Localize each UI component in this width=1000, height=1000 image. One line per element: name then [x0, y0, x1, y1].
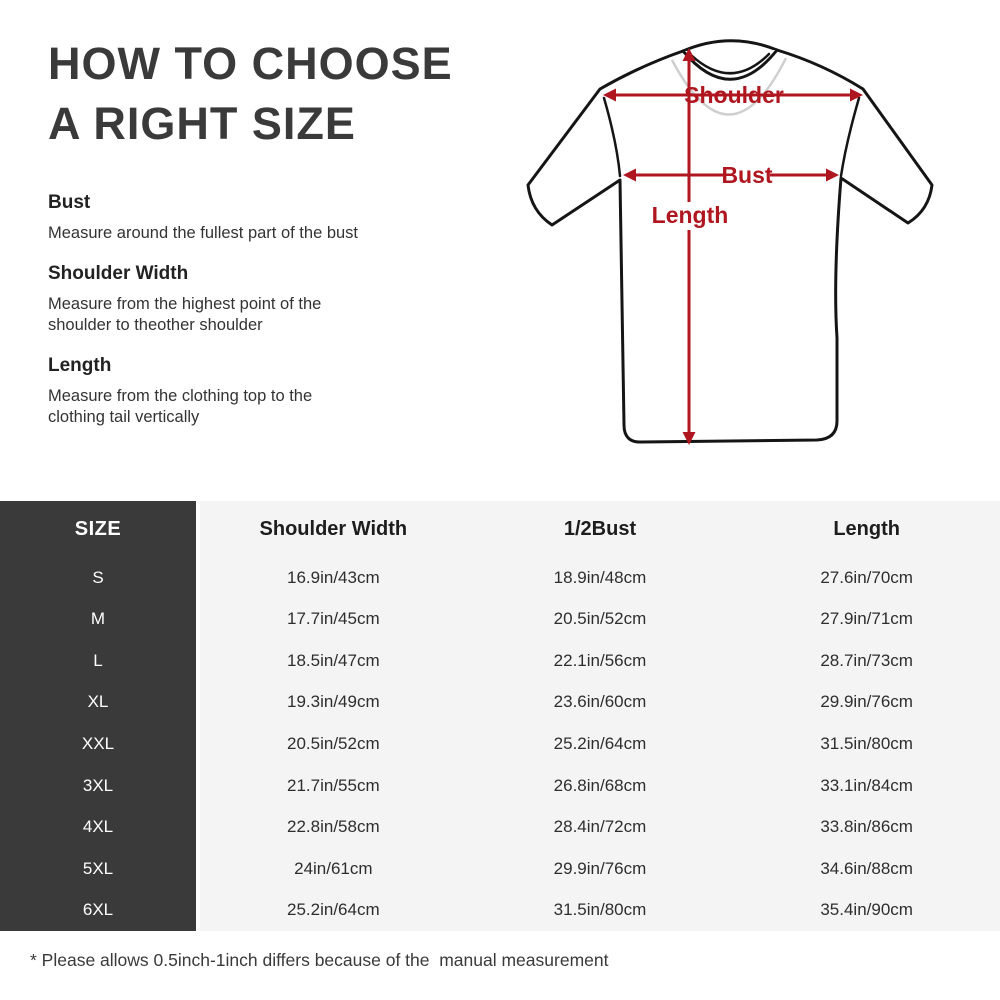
length-label: Length [652, 202, 729, 228]
size-cell: 6XL [82, 900, 114, 920]
table-cell: 22.8in/58cm [287, 817, 380, 837]
table-cell: 31.5in/80cm [820, 733, 913, 753]
table-cell: 16.9in/43cm [287, 567, 380, 587]
table-cell: 20.5in/52cm [553, 609, 647, 629]
size-cell: 4XL [82, 817, 114, 837]
shoulder-label: Shoulder [684, 82, 784, 108]
column-header-half-bust: 1/2Bust [563, 517, 637, 540]
table-cell: 33.8in/86cm [820, 817, 913, 837]
size-cell: 3XL [82, 775, 114, 795]
page-title-line1: HOW TO CHOOSE [48, 38, 453, 89]
table-cell: 31.5in/80cm [553, 900, 647, 920]
table-cell: 27.9in/71cm [820, 609, 913, 629]
table-cell: 23.6in/60cm [553, 692, 647, 712]
size-cell: 5XL [82, 858, 114, 878]
table-cell: 18.9in/48cm [553, 567, 647, 587]
measurement-instructions: Bust Measure around the fullest part of … [48, 192, 488, 447]
size-cell: M [90, 609, 106, 629]
section-text: Measure from the clothing top to the clo… [48, 387, 313, 426]
instruction-section-bust: Bust Measure around the fullest part of … [48, 192, 488, 244]
size-cell: S [92, 567, 104, 587]
measurement-lines [606, 51, 860, 442]
table-cell: 28.4in/72cm [553, 817, 647, 837]
collar-shadow [670, 57, 788, 116]
section-text: Measure from the highest point of the sh… [48, 295, 322, 334]
table-cell: 19.3in/49cm [287, 692, 380, 712]
size-table: Shoulder Width 1/2Bust Length 16.9in/43c… [200, 501, 1000, 931]
table-cell: 24in/61cm [294, 858, 373, 878]
table-cell: 27.6in/70cm [820, 567, 913, 587]
table-cell: 34.6in/88cm [820, 858, 913, 878]
table-cell: 35.4in/90cm [820, 900, 913, 920]
table-cell: 29.9in/76cm [553, 858, 647, 878]
measurement-note: * Please allows 0.5inch-1inch differs be… [30, 950, 609, 970]
table-cell: 33.1in/84cm [820, 775, 913, 795]
column-header-length: Length [833, 517, 900, 540]
column-header-shoulder-width: Shoulder Width [259, 517, 408, 540]
table-cell: 20.5in/52cm [287, 733, 380, 753]
table-cell: 21.7in/55cm [287, 775, 380, 795]
instruction-section-shoulder-width: Shoulder Width Measure from the highest … [48, 263, 488, 336]
measurement-labels: Shoulder Bust Length [652, 82, 784, 228]
table-cell: 17.7in/45cm [287, 609, 380, 629]
table-cell: 28.7in/73cm [820, 650, 913, 670]
section-heading: Shoulder Width [48, 263, 189, 284]
table-cell: 25.2in/64cm [553, 733, 647, 753]
tshirt-graphic [526, 39, 934, 444]
collar [681, 48, 779, 81]
arrowheads [603, 48, 863, 445]
table-cell: 22.1in/56cm [553, 650, 647, 670]
size-cell: L [93, 650, 103, 670]
instruction-section-length: Length Measure from the clothing top to … [48, 355, 488, 428]
size-table-size-column: SIZE S M L XL XXL 3XL 4XL 5XL 6XL [0, 501, 196, 931]
tshirt-diagram: Shoulder Bust Length [526, 39, 934, 445]
section-heading: Bust [48, 192, 91, 213]
table-cell: 25.2in/64cm [287, 900, 380, 920]
size-cell: XL [87, 692, 109, 712]
bust-label: Bust [721, 162, 772, 188]
section-heading: Length [48, 355, 112, 376]
page-title-line2: A RIGHT SIZE [48, 98, 356, 149]
table-cell: 18.5in/47cm [287, 650, 380, 670]
sleeve-seams [602, 96, 861, 178]
section-text: Measure around the fullest part of the b… [48, 224, 359, 242]
page-title: HOW TO CHOOSE A RIGHT SIZE [48, 34, 453, 154]
table-cell: 29.9in/76cm [820, 692, 913, 712]
table-cell: 26.8in/68cm [553, 775, 647, 795]
column-header-size: SIZE [74, 517, 122, 540]
size-cell: XXL [81, 733, 115, 753]
